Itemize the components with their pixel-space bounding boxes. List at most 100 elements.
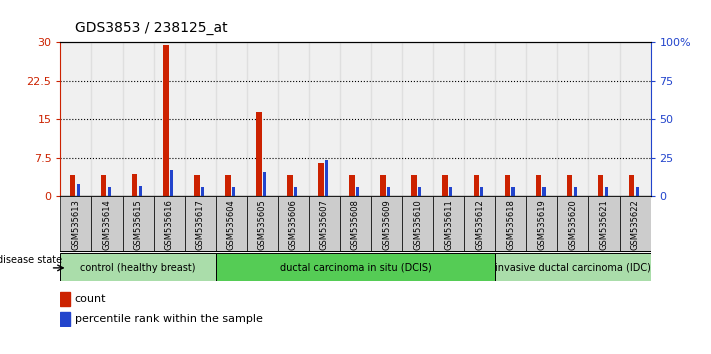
Bar [481,187,483,196]
Bar [402,42,433,196]
Bar [60,253,215,281]
Text: ductal carcinoma in situ (DCIS): ductal carcinoma in situ (DCIS) [279,263,432,273]
Bar [418,187,422,196]
Text: GSM535617: GSM535617 [196,199,205,250]
Bar [574,187,577,196]
Text: GSM535621: GSM535621 [599,199,609,250]
Bar [77,184,80,196]
Bar [371,42,402,196]
Bar [247,42,278,196]
Text: GSM535605: GSM535605 [258,199,267,250]
Text: GSM535613: GSM535613 [72,199,80,250]
Bar [474,175,479,196]
Bar [526,196,557,251]
Bar [225,175,230,196]
Text: GSM535612: GSM535612 [475,199,484,250]
Bar [557,42,589,196]
Bar [154,42,185,196]
Bar [278,42,309,196]
Bar [433,42,464,196]
Bar [412,175,417,196]
Bar [340,196,371,251]
Bar [70,175,75,196]
Bar [154,196,185,251]
Bar [201,187,204,196]
Bar [107,187,111,196]
Bar [256,112,262,196]
Text: GSM535620: GSM535620 [568,199,577,250]
Text: GSM535616: GSM535616 [165,199,173,250]
Bar [589,196,619,251]
Bar [604,187,608,196]
Bar [636,187,638,196]
Bar [185,42,215,196]
Bar [163,45,169,196]
Bar [464,42,496,196]
Bar [60,196,92,251]
Bar [309,42,340,196]
Bar [598,175,604,196]
Bar [402,196,433,251]
Bar [387,187,390,196]
Bar [496,196,526,251]
Text: GSM535604: GSM535604 [227,199,236,250]
Bar [511,187,515,196]
Bar [122,42,154,196]
Bar [92,42,122,196]
Bar [132,175,137,196]
Bar [535,175,541,196]
Bar [185,196,215,251]
Text: invasive ductal carcinoma (IDC): invasive ductal carcinoma (IDC) [495,263,651,273]
Bar [496,253,651,281]
Text: GSM535622: GSM535622 [631,199,639,250]
Text: GSM535606: GSM535606 [289,199,298,250]
Bar [442,175,448,196]
Bar [60,42,92,196]
Bar [340,42,371,196]
Bar [139,186,141,196]
Text: GSM535619: GSM535619 [538,199,546,250]
Bar [496,42,526,196]
Bar [349,175,355,196]
Text: GSM535609: GSM535609 [382,199,391,250]
Text: count: count [75,295,106,304]
Bar [101,176,107,196]
Text: disease state: disease state [0,255,62,265]
Bar [371,196,402,251]
Bar [505,175,510,196]
Bar [526,42,557,196]
Text: control (healthy breast): control (healthy breast) [80,263,196,273]
Bar [380,175,386,196]
Bar [542,187,545,196]
Bar [263,172,266,196]
Bar [557,196,589,251]
Text: GSM535618: GSM535618 [506,199,515,250]
Bar [60,312,70,326]
Bar [215,42,247,196]
Text: GSM535608: GSM535608 [351,199,360,250]
Bar [170,170,173,196]
Text: GSM535614: GSM535614 [102,199,112,250]
Bar [433,196,464,251]
Bar [325,160,328,196]
Text: percentile rank within the sample: percentile rank within the sample [75,314,262,324]
Bar [464,196,496,251]
Bar [619,42,651,196]
Text: GDS3853 / 238125_at: GDS3853 / 238125_at [75,21,228,35]
Bar [215,253,496,281]
Bar [194,175,200,196]
Bar [567,175,572,196]
Bar [356,187,359,196]
Bar [232,187,235,196]
Bar [215,196,247,251]
Bar [92,196,122,251]
Bar [287,175,293,196]
Bar [629,175,634,196]
Bar [619,196,651,251]
Bar [589,42,619,196]
Bar [278,196,309,251]
Bar [309,196,340,251]
Bar [247,196,278,251]
Text: GSM535611: GSM535611 [444,199,453,250]
Text: GSM535607: GSM535607 [320,199,329,250]
